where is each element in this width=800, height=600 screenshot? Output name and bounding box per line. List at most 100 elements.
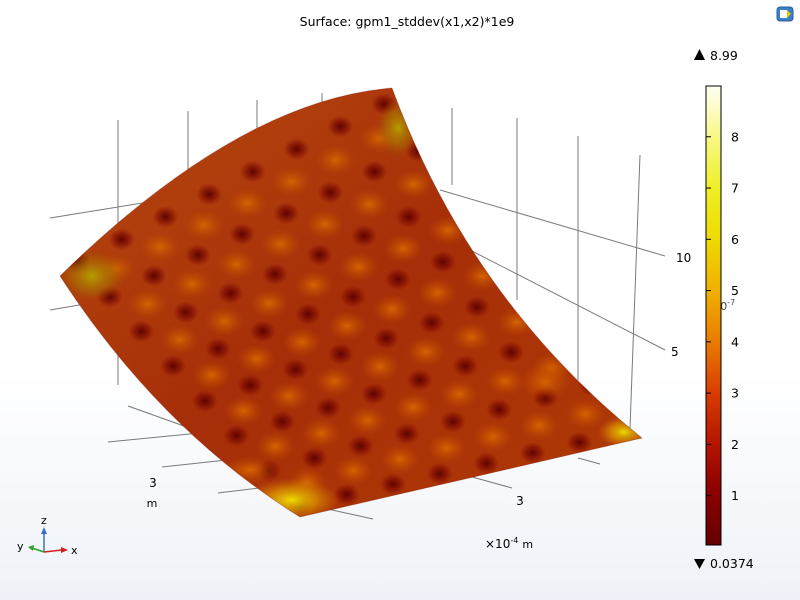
surface-low-spot — [509, 280, 536, 303]
surface-high-corner — [598, 416, 642, 448]
surface-low-spot — [566, 431, 593, 454]
axis-triad: z x y — [17, 514, 78, 557]
colorbar-tick-label: 6 — [731, 232, 739, 247]
surface-ridge — [281, 327, 322, 358]
surface-low-spot — [474, 233, 501, 256]
surface-ridge — [236, 343, 277, 374]
surface-ridge — [305, 209, 346, 240]
surface-low-spot — [229, 223, 256, 246]
surface-low-spot — [269, 410, 296, 433]
surface-low-spot — [360, 382, 387, 405]
graphics-toolbar-button[interactable] — [776, 6, 794, 22]
surface-low-spot — [237, 374, 264, 397]
surface-ridge — [519, 410, 560, 441]
grid-line — [577, 457, 601, 465]
graphics-toolbar-icon — [776, 6, 794, 22]
grid-line — [469, 249, 666, 351]
surface-edge-highlight — [220, 456, 280, 484]
surface-low-spot — [282, 358, 309, 381]
surface-low-spot — [333, 483, 360, 506]
surface-ridge — [183, 210, 224, 241]
surface-ridge — [485, 366, 526, 397]
surface-plot — [59, 87, 644, 518]
surface-low-spot — [327, 342, 354, 365]
surface-low-spot — [294, 303, 321, 326]
colorbar-tick-label: 7 — [731, 181, 739, 196]
surface-ridge — [451, 322, 492, 353]
surface-low-spot — [250, 320, 277, 343]
surface-ridge — [333, 455, 374, 486]
surface-low-spot — [439, 410, 466, 433]
colorbar: 8.99 1 2 3 4 5 6 7 8 0.0374 — [694, 48, 754, 571]
surface-ridge — [426, 433, 467, 464]
surface-ridge — [255, 431, 296, 462]
surface-low-spot — [519, 441, 546, 464]
surface-ridge — [472, 421, 513, 452]
surface-low-spot — [361, 160, 388, 183]
x-tick-label: 3 — [516, 494, 524, 508]
colorbar-tick-label: 1 — [731, 488, 739, 503]
y-unit-label: m — [147, 497, 158, 510]
surface-ridge — [223, 395, 264, 426]
grid-line — [322, 507, 374, 520]
surface-low-spot — [351, 224, 378, 247]
z-tick-label: 5 — [671, 345, 679, 359]
surface-low-spot — [327, 115, 354, 138]
triad-z-arrow-icon — [41, 527, 47, 534]
colorbar-tick-label: 2 — [731, 437, 739, 452]
surface-low-spot — [317, 181, 344, 204]
surface-low-spot — [262, 263, 289, 286]
surface-low-spot — [498, 341, 525, 364]
surface-ridge — [380, 444, 421, 475]
colorbar-tick-label: 4 — [731, 334, 739, 349]
surface-low-spot — [373, 327, 400, 350]
surface-ridge — [216, 249, 257, 280]
triad-x-arrow-icon — [61, 547, 68, 553]
surface-ridge — [139, 231, 180, 262]
colorbar-tick-label: 3 — [731, 386, 739, 401]
surface-low-spot — [196, 183, 223, 206]
grid-line — [439, 189, 666, 257]
surface-low-spot — [543, 327, 570, 350]
surface-low-spot — [315, 396, 342, 419]
grid-line — [629, 154, 641, 429]
surface-low-spot — [239, 160, 266, 183]
surface-ridge — [327, 310, 367, 341]
surface-ridge — [439, 379, 480, 410]
surface-low-spot — [406, 368, 433, 391]
surface-edge-highlight — [519, 364, 571, 400]
surface-low-spot — [463, 296, 490, 319]
surface-low-spot — [273, 202, 300, 225]
surface-low-spot — [140, 264, 167, 287]
surface-low-spot — [347, 434, 374, 457]
surface-ridge — [428, 215, 469, 246]
surface-ridge — [301, 418, 342, 449]
surface-ridge — [204, 306, 245, 337]
surface-ridge — [383, 233, 424, 264]
surface-low-spot — [393, 422, 420, 445]
colorbar-ticks: 1 2 3 4 5 6 7 8 — [706, 129, 739, 503]
surface-outline — [59, 87, 644, 518]
surface-ridge — [372, 294, 413, 325]
surface-low-spot — [380, 473, 407, 496]
triad-y-arrow-icon — [28, 545, 34, 551]
surface-ridge — [172, 269, 213, 300]
surface-ridge — [271, 166, 312, 197]
surface-low-spot — [418, 311, 445, 334]
surface-low-spot — [395, 205, 422, 228]
surface-ridge — [269, 381, 310, 412]
surface-ridge — [393, 169, 434, 200]
colorbar-tick-label: 5 — [731, 283, 739, 298]
surface-ridge — [565, 399, 606, 430]
surface-low-spot — [160, 355, 187, 378]
surface-ridge — [249, 288, 290, 319]
surface-ridge — [159, 324, 200, 355]
surface-low-spot — [108, 228, 135, 251]
surface-ridge — [260, 229, 301, 260]
triad-z-label: z — [41, 514, 47, 527]
surface-low-spot — [184, 244, 211, 267]
colorbar-tick-label: 8 — [731, 129, 739, 144]
y-tick-label: 3 — [149, 476, 157, 490]
surface-low-spot — [191, 389, 218, 412]
